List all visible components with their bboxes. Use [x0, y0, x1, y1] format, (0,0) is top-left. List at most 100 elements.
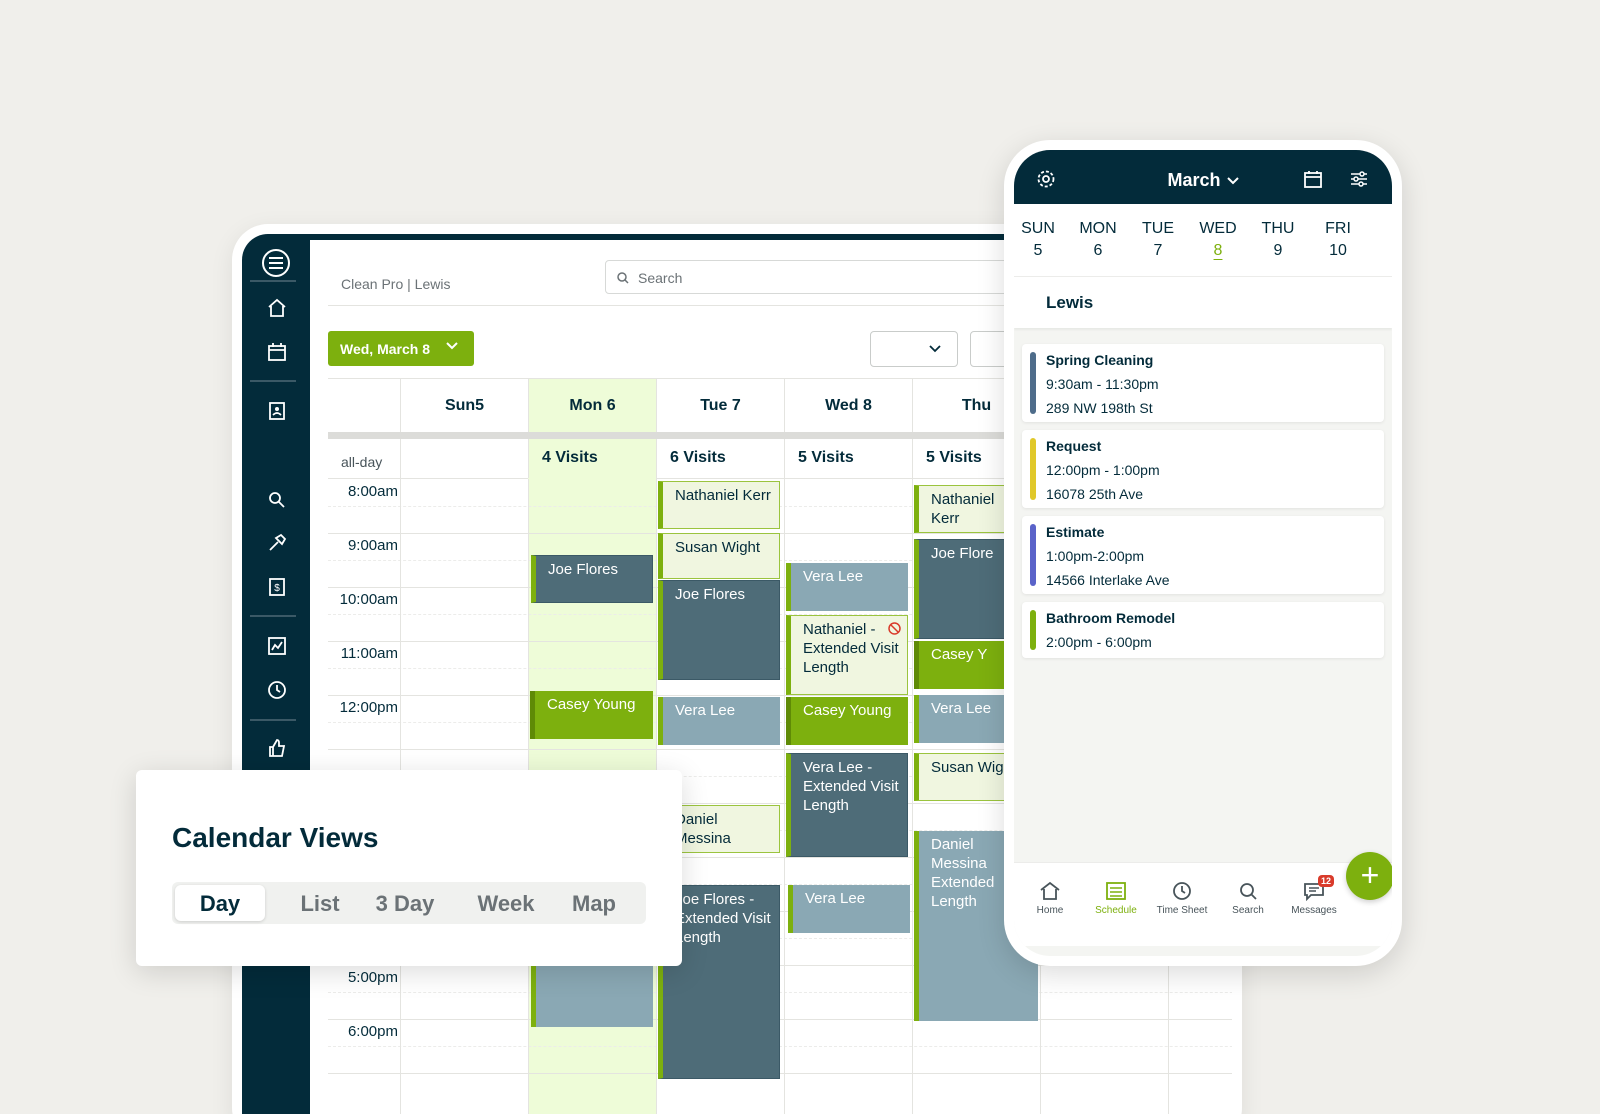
jobs-hammer-icon[interactable]: [266, 532, 288, 554]
search-icon: [617, 272, 629, 284]
thumbs-up-icon[interactable]: [266, 737, 288, 759]
filter-sliders-icon[interactable]: [1350, 170, 1368, 188]
grid-line: [328, 533, 1232, 534]
day-wed[interactable]: WED 8: [1188, 220, 1248, 260]
time-label: 9:00am: [347, 537, 398, 554]
home-icon[interactable]: [266, 297, 288, 319]
nav-home[interactable]: Home: [1014, 881, 1086, 916]
nav-label: Search: [1232, 905, 1264, 916]
chevron-down-icon: [1226, 177, 1239, 185]
visits-count-thu: 5 Visits: [926, 449, 982, 466]
event-visit[interactable]: Vera Lee: [658, 697, 780, 745]
grid-line: [328, 722, 1232, 723]
sidebar-divider: [250, 280, 296, 282]
job-card[interactable]: Estimate 1:00pm-2:00pm 14566 Interlake A…: [1022, 516, 1384, 594]
job-card[interactable]: Bathroom Remodel 2:00pm - 6:00pm: [1022, 602, 1384, 658]
assignee-name: Lewis: [1046, 293, 1094, 312]
view-option-list[interactable]: List: [300, 891, 340, 916]
job-color-bar: [1030, 524, 1036, 586]
nav-label: Schedule: [1095, 905, 1137, 916]
day-mon[interactable]: MON 6: [1068, 220, 1128, 260]
day-number: 5: [1033, 242, 1043, 259]
job-time: 12:00pm - 1:00pm: [1046, 462, 1160, 478]
chevron-down-icon: [446, 342, 458, 350]
column-wed[interactable]: Wed 8: [784, 379, 912, 433]
event-visit[interactable]: Vera Lee: [788, 885, 910, 933]
event-label: Nathaniel - Extended Visit Length: [803, 621, 899, 676]
gear-icon[interactable]: [1036, 169, 1056, 189]
event-visit[interactable]: Casey Young: [530, 691, 653, 739]
date-picker-button[interactable]: Wed, March 8: [328, 331, 474, 366]
calendar-icon[interactable]: [1304, 170, 1322, 188]
column-tue[interactable]: Tue 7: [656, 379, 784, 433]
event-visit[interactable]: Vera Lee: [786, 563, 908, 611]
day-name: WED: [1199, 220, 1237, 237]
search-placeholder: Search: [638, 270, 683, 286]
job-card[interactable]: Request 12:00pm - 1:00pm 16078 25th Ave: [1022, 430, 1384, 508]
view-dropdown[interactable]: [870, 331, 958, 367]
column-mon[interactable]: Mon 6: [528, 379, 656, 433]
phone-screen: March SUN 5 MON 6 TUE 7 WED 8 THU 9 FRI 10 Lew…: [1014, 150, 1392, 956]
column-sun[interactable]: Sun5: [400, 379, 528, 433]
job-color-bar: [1030, 610, 1036, 650]
date-picker-label: Wed, March 8: [340, 341, 430, 357]
month-selector[interactable]: March: [1014, 170, 1392, 191]
add-fab-button[interactable]: +: [1346, 852, 1392, 900]
day-fri[interactable]: FRI 10: [1308, 220, 1368, 260]
grid-line: [784, 479, 785, 1114]
event-visit[interactable]: Joe Flore: [914, 539, 1034, 639]
time-label: 12:00pm: [339, 699, 398, 716]
clock-icon[interactable]: [266, 679, 288, 701]
job-card[interactable]: Spring Cleaning 9:30am - 11:30pm 289 NW …: [1022, 344, 1384, 422]
day-sun[interactable]: SUN 5: [1014, 220, 1068, 260]
time-label: 6:00pm: [347, 1023, 398, 1040]
nav-time-sheet[interactable]: Time Sheet: [1146, 881, 1218, 916]
event-visit[interactable]: Nathaniel - Extended Visit Length: [786, 615, 908, 695]
job-time: 2:00pm - 6:00pm: [1046, 634, 1152, 650]
event-visit[interactable]: Vera Lee - Extended Visit Length: [786, 753, 908, 857]
month-label: March: [1167, 170, 1221, 190]
day-tue[interactable]: TUE 7: [1128, 220, 1188, 260]
grid-line: [328, 614, 1232, 615]
job-address: 289 NW 198th St: [1046, 400, 1153, 416]
sidebar-divider: [250, 615, 296, 617]
nav-label: Time Sheet: [1156, 905, 1208, 916]
reports-icon[interactable]: [266, 635, 288, 657]
job-address: 14566 Interlake Ave: [1046, 572, 1170, 588]
day-number: 8: [1213, 242, 1223, 259]
event-visit[interactable]: Susan Wight: [658, 533, 780, 579]
invoice-icon[interactable]: $: [266, 576, 288, 598]
view-option-3day[interactable]: 3 Day: [375, 891, 435, 916]
nav-label: Messages: [1291, 905, 1337, 916]
day-name: MON: [1079, 220, 1117, 237]
nav-schedule[interactable]: Schedule: [1080, 881, 1152, 916]
nav-messages[interactable]: 12 Messages: [1278, 875, 1350, 916]
grid-line: [912, 439, 913, 478]
view-option-map[interactable]: Map: [572, 891, 616, 916]
grid-line: [328, 506, 1232, 507]
grid-line: [328, 857, 1232, 858]
search-input[interactable]: Search: [605, 260, 1045, 294]
request-icon[interactable]: [266, 488, 288, 510]
column-thu[interactable]: Thu: [912, 379, 1040, 433]
schedule-list-icon: [1106, 882, 1126, 900]
nav-search[interactable]: Search: [1212, 881, 1284, 916]
view-option-week[interactable]: Week: [477, 891, 535, 916]
event-visit[interactable]: Joe Flores: [531, 555, 653, 603]
grid-line: [328, 749, 1232, 750]
event-visit[interactable]: Casey Young: [786, 697, 908, 745]
contacts-icon[interactable]: [266, 400, 288, 422]
sidebar-divider: [250, 719, 296, 721]
grid-line: [528, 439, 529, 478]
event-visit[interactable]: Nathaniel Kerr: [658, 481, 780, 529]
day-thu[interactable]: THU 9: [1248, 220, 1308, 260]
time-label: 11:00am: [340, 645, 398, 662]
ban-icon: [888, 622, 901, 635]
calendar-icon[interactable]: [266, 341, 288, 363]
event-visit[interactable]: Joe Flores: [658, 580, 780, 680]
messages-badge: 12: [1318, 875, 1335, 887]
phone-header: March: [1014, 150, 1392, 204]
grid-line: [328, 938, 1232, 939]
day-number: 10: [1329, 242, 1347, 259]
view-option-day[interactable]: Day: [175, 885, 265, 921]
